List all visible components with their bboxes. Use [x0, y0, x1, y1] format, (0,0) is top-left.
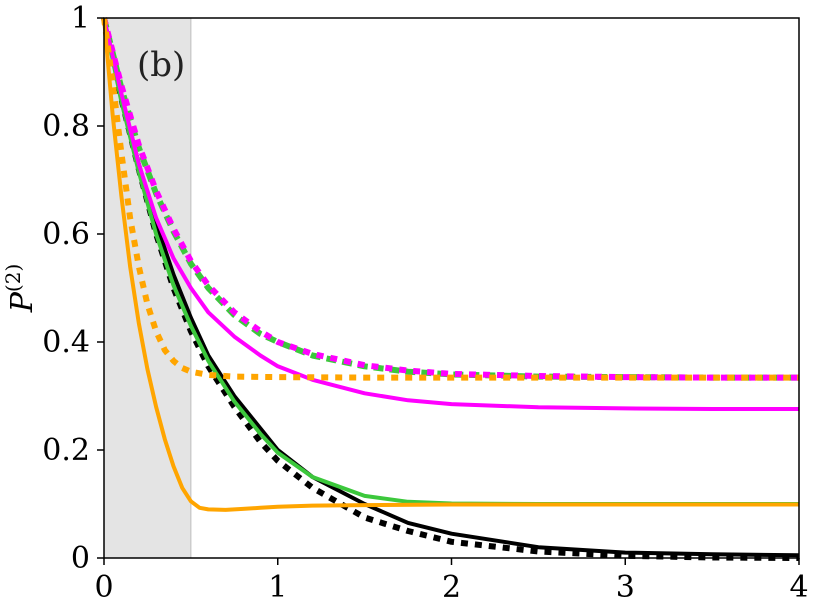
y-tick-label-1: 0.2	[42, 433, 90, 468]
ticks-layer: 0 1 2 3 4 0 0.2 0.4 0.6 0.8 1	[42, 1, 808, 605]
x-tick-label-4: 4	[789, 570, 808, 605]
y-axis-label: P(2)	[1, 264, 40, 314]
panel-label: (b)	[137, 45, 185, 85]
y-tick-label-0: 0	[71, 541, 90, 576]
series-line-4	[102, 17, 799, 411]
x-tick-label-1: 1	[268, 570, 287, 605]
series-line-6	[102, 17, 799, 512]
y-tick-label-2: 0.4	[42, 325, 90, 360]
series-line-2	[102, 17, 799, 506]
y-tick-label-3: 0.6	[42, 217, 90, 252]
x-tick-label-3: 3	[616, 570, 635, 605]
series-line-3	[101, 17, 799, 381]
series-line-5	[101, 17, 799, 381]
y-axis-label-main: P	[5, 291, 40, 313]
x-tick-label-2: 2	[442, 570, 461, 605]
x-tick-label-0: 0	[94, 570, 113, 605]
y-tick-label-5: 1	[71, 1, 90, 36]
y-tick-label-4: 0.8	[42, 109, 90, 144]
y-axis-label-superscript: (2)	[1, 264, 25, 292]
plot-area	[101, 17, 800, 561]
series-line-7	[101, 17, 799, 381]
series-layer	[101, 17, 800, 561]
